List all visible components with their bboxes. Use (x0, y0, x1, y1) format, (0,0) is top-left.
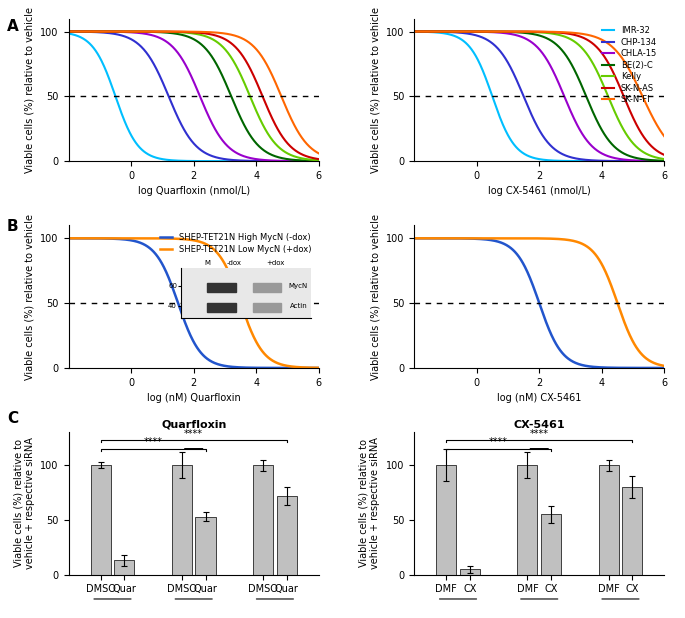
Bar (436, 465, 456, 575)
Y-axis label: Viable cells (%) relative to
vehicle + respective siRNA: Viable cells (%) relative to vehicle + r… (359, 438, 380, 569)
Text: ****: **** (489, 438, 508, 447)
X-axis label: log CX-5461 (nmol/L): log CX-5461 (nmol/L) (488, 187, 590, 197)
Bar (517, 465, 538, 575)
Y-axis label: Viable cells (%) relative to vehicle: Viable cells (%) relative to vehicle (371, 214, 380, 379)
Bar (622, 487, 643, 575)
Bar (277, 496, 297, 575)
X-axis label: log Quarfloxin (nmol/L): log Quarfloxin (nmol/L) (138, 187, 250, 197)
X-axis label: log (nM) Quarfloxin: log (nM) Quarfloxin (147, 393, 240, 403)
Y-axis label: Viable cells (%) relative to
vehicle + respective siRNA: Viable cells (%) relative to vehicle + r… (13, 438, 35, 569)
Bar (460, 569, 480, 575)
Y-axis label: Viable cells (%) relative to vehicle: Viable cells (%) relative to vehicle (371, 7, 380, 173)
Text: C: C (7, 411, 18, 426)
X-axis label: log (nM) CX-5461: log (nM) CX-5461 (497, 393, 582, 403)
Text: A: A (7, 19, 18, 33)
Bar (195, 517, 216, 575)
Text: ****: **** (184, 429, 203, 439)
Y-axis label: Viable cells (%) relative to vehicle: Viable cells (%) relative to vehicle (25, 7, 35, 173)
Y-axis label: Viable cells (%) relative to vehicle: Viable cells (%) relative to vehicle (25, 214, 35, 379)
Legend: SHEP-TET21N High MycN (-dox), SHEP-TET21N Low MycN (+dox): SHEP-TET21N High MycN (-dox), SHEP-TET21… (156, 229, 314, 258)
Bar (541, 514, 561, 575)
Bar (172, 465, 192, 575)
Legend: IMR-32, CHP-134, CHLA-15, BE(2)-C, Kelly, SK-N-AS, SK-N-FI: IMR-32, CHP-134, CHLA-15, BE(2)-C, Kelly… (598, 23, 660, 108)
Bar (114, 561, 134, 575)
Title: Quarfloxin: Quarfloxin (161, 420, 226, 430)
Title: CX-5461: CX-5461 (514, 420, 565, 430)
Text: B: B (7, 219, 18, 234)
Bar (253, 465, 273, 575)
Bar (90, 465, 111, 575)
Bar (599, 465, 619, 575)
Text: ****: **** (530, 429, 549, 439)
Text: ****: **** (144, 438, 162, 447)
